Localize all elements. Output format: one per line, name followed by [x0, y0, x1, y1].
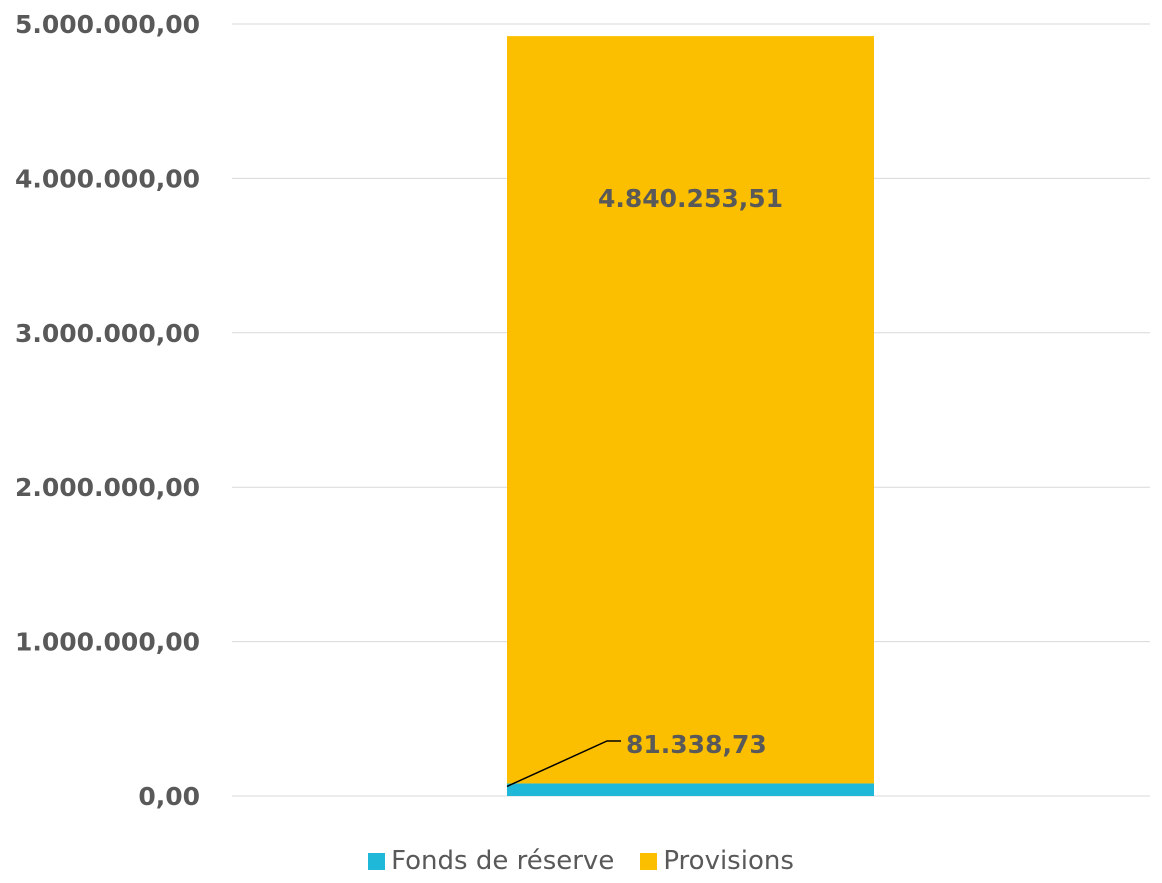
legend: Fonds de réserve Provisions: [0, 846, 1162, 876]
bars: [507, 36, 874, 796]
y-tick-label: 5.000.000,00: [15, 10, 200, 39]
y-tick-label: 2.000.000,00: [15, 473, 200, 502]
y-tick-label: 4.000.000,00: [15, 164, 200, 193]
legend-item-provisions: Provisions: [640, 846, 794, 876]
stacked-bar-chart: 0,00 1.000.000,00 2.000.000,00 3.000.000,00…: [15, 10, 1150, 811]
y-tick-label: 1.000.000,00: [15, 628, 200, 657]
legend-item-fonds-de-reserve: Fonds de réserve: [368, 846, 614, 876]
data-label-provisions: 4.840.253,51: [598, 184, 783, 213]
y-axis-tick-labels: 0,00 1.000.000,00 2.000.000,00 3.000.000,00…: [15, 10, 200, 811]
bar-segment-provisions: [507, 36, 874, 784]
data-label-fonds-de-reserve: 81.338,73: [626, 730, 767, 759]
legend-label-provisions: Provisions: [663, 846, 794, 876]
leader-line-fonds-de-reserve: [506, 740, 621, 788]
y-tick-label: 3.000.000,00: [15, 319, 200, 348]
legend-label-fonds-de-reserve: Fonds de réserve: [391, 846, 615, 876]
legend-swatch-fonds-de-reserve: [368, 852, 386, 870]
legend-swatch-provisions: [640, 852, 658, 870]
data-labels: 81.338,73 4.840.253,51: [506, 184, 783, 788]
bar-segment-fonds-de-reserve: [507, 783, 874, 796]
y-tick-label: 0,00: [138, 782, 200, 811]
